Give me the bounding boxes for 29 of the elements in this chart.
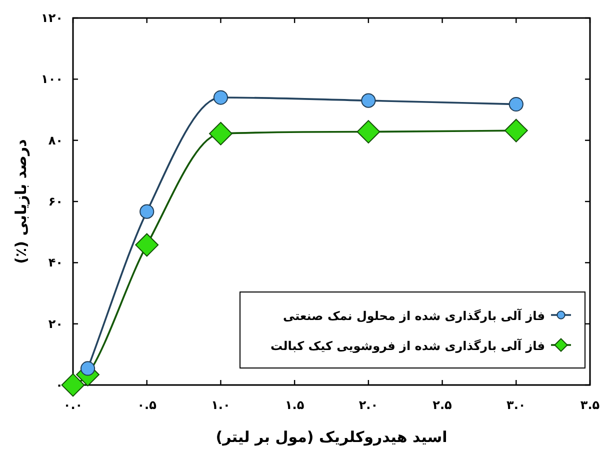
y-tick-label: ۶۰	[48, 194, 63, 208]
y-tick-label: ۲۰	[48, 316, 63, 331]
y-tick-label: ۸۰	[48, 133, 63, 148]
legend-label: فاز آلی بارگذاری شده از محلول نمک صنعتی	[282, 308, 545, 323]
x-tick-label: ۱.۰	[211, 398, 230, 412]
point	[508, 96, 524, 112]
y-tick-label: ۴۰	[48, 256, 63, 270]
x-tick-label: ۰.۰	[63, 398, 83, 412]
y-axis-title: درصد بازیابی (٪)	[12, 138, 30, 264]
point	[61, 373, 85, 397]
point	[80, 361, 96, 376]
y-tick-label: ۱۲۰	[41, 11, 63, 25]
point	[140, 204, 154, 219]
point	[361, 93, 376, 108]
x-tick-label: ۳.۰	[506, 398, 526, 412]
y-tick-label: ۰	[56, 378, 63, 392]
point	[213, 90, 228, 105]
x-tick-label: ۲.۵	[432, 398, 452, 412]
point	[504, 118, 528, 142]
point	[209, 122, 232, 146]
point	[356, 120, 380, 144]
y-tick-label: ۱۰۰	[41, 72, 63, 86]
x-tick-label: ۲.۰	[358, 398, 378, 412]
legend-label: فاز آلی بارگذاری شده از فروشویی کیک کبالت	[270, 338, 545, 353]
x-tick-label: ۱.۵	[284, 398, 304, 412]
point	[135, 233, 159, 257]
x-tick-label: ۰.۵	[137, 398, 156, 412]
x-tick-label: ۳.۵	[580, 398, 600, 412]
x-axis-title: اسید هیدروکلریک (مول بر لیتر)	[216, 428, 448, 446]
